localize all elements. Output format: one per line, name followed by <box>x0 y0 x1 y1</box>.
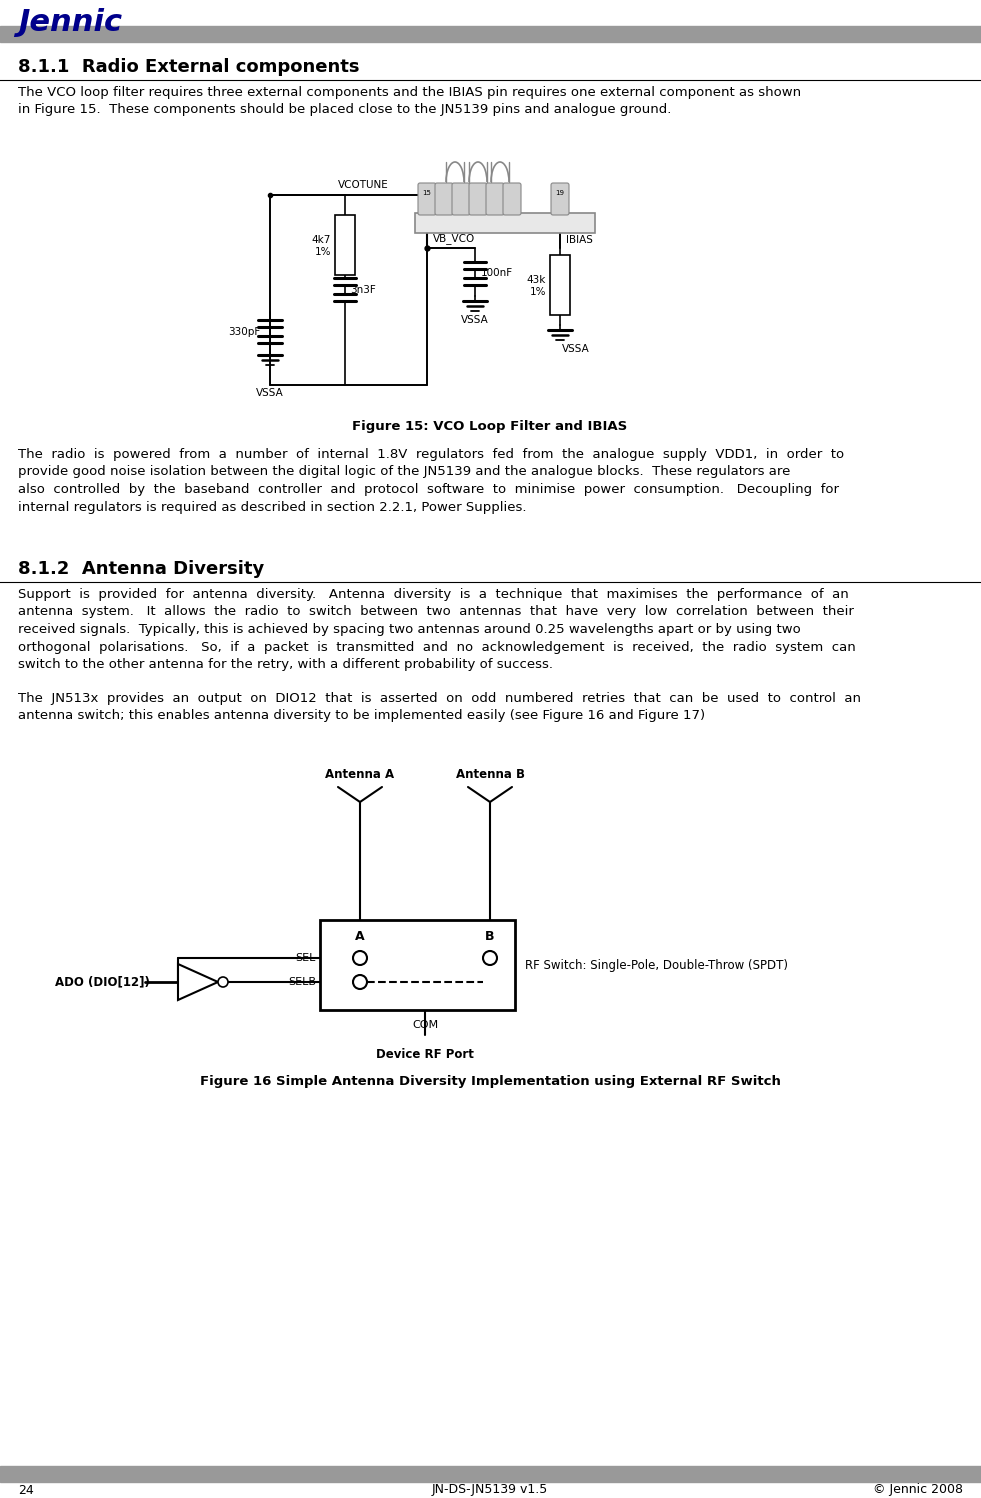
Text: 1%: 1% <box>315 247 331 258</box>
Text: 330pF: 330pF <box>228 327 260 337</box>
FancyBboxPatch shape <box>435 183 453 216</box>
Text: Figure 16 Simple Antenna Diversity Implementation using External RF Switch: Figure 16 Simple Antenna Diversity Imple… <box>199 1076 781 1088</box>
Text: 24: 24 <box>18 1483 33 1497</box>
Text: ADO (DIO[12]): ADO (DIO[12]) <box>55 975 150 989</box>
FancyBboxPatch shape <box>503 183 521 216</box>
Text: VCOTUNE: VCOTUNE <box>338 180 388 190</box>
FancyBboxPatch shape <box>551 183 569 216</box>
FancyBboxPatch shape <box>452 183 470 216</box>
Circle shape <box>353 975 367 989</box>
Text: Support  is  provided  for  antenna  diversity.   Antenna  diversity  is  a  tec: Support is provided for antenna diversit… <box>18 589 855 671</box>
Text: The  radio  is  powered  from  a  number  of  internal  1.8V  regulators  fed  f: The radio is powered from a number of in… <box>18 448 844 514</box>
Text: SELB: SELB <box>288 977 316 987</box>
Bar <box>550 255 570 315</box>
FancyBboxPatch shape <box>469 183 487 216</box>
Text: 15: 15 <box>423 190 432 196</box>
Text: 1%: 1% <box>530 288 546 297</box>
Text: VSSA: VSSA <box>562 345 590 354</box>
Text: RF Switch: Single-Pole, Double-Throw (SPDT): RF Switch: Single-Pole, Double-Throw (SP… <box>525 959 788 972</box>
Text: 43k: 43k <box>527 276 546 285</box>
Text: IBIAS: IBIAS <box>566 235 593 246</box>
Text: Device RF Port: Device RF Port <box>376 1049 474 1061</box>
Text: Jennic: Jennic <box>18 7 122 37</box>
Bar <box>0 1467 981 1482</box>
Text: VSSA: VSSA <box>256 388 284 398</box>
Bar <box>335 216 355 276</box>
Text: 100nF: 100nF <box>481 268 513 279</box>
Text: © Jennic 2008: © Jennic 2008 <box>873 1483 963 1497</box>
Text: COM: COM <box>412 1020 439 1031</box>
Polygon shape <box>178 965 218 1001</box>
Text: 8.1.1  Radio External components: 8.1.1 Radio External components <box>18 58 359 76</box>
Bar <box>320 920 515 1010</box>
Text: The VCO loop filter requires three external components and the IBIAS pin require: The VCO loop filter requires three exter… <box>18 85 801 117</box>
Text: 19: 19 <box>555 190 564 196</box>
Text: Antenna A: Antenna A <box>326 768 394 780</box>
Text: The  JN513x  provides  an  output  on  DIO12  that  is  asserted  on  odd  numbe: The JN513x provides an output on DIO12 t… <box>18 692 861 722</box>
Bar <box>0 25 981 42</box>
Bar <box>415 213 595 234</box>
Circle shape <box>353 951 367 965</box>
Text: Antenna B: Antenna B <box>455 768 525 780</box>
Circle shape <box>483 951 497 965</box>
Text: 3n3F: 3n3F <box>350 285 376 295</box>
Text: Figure 15: VCO Loop Filter and IBIAS: Figure 15: VCO Loop Filter and IBIAS <box>352 419 628 433</box>
Text: A: A <box>355 929 365 942</box>
FancyBboxPatch shape <box>486 183 504 216</box>
Text: B: B <box>486 929 494 942</box>
Text: VB_VCO: VB_VCO <box>433 234 475 244</box>
FancyBboxPatch shape <box>418 183 436 216</box>
Circle shape <box>218 977 228 987</box>
Text: 8.1.2  Antenna Diversity: 8.1.2 Antenna Diversity <box>18 560 264 578</box>
Text: VSSA: VSSA <box>461 315 489 325</box>
Text: JN-DS-JN5139 v1.5: JN-DS-JN5139 v1.5 <box>432 1483 548 1497</box>
Text: SEL: SEL <box>295 953 316 963</box>
Text: 4k7: 4k7 <box>312 235 331 246</box>
